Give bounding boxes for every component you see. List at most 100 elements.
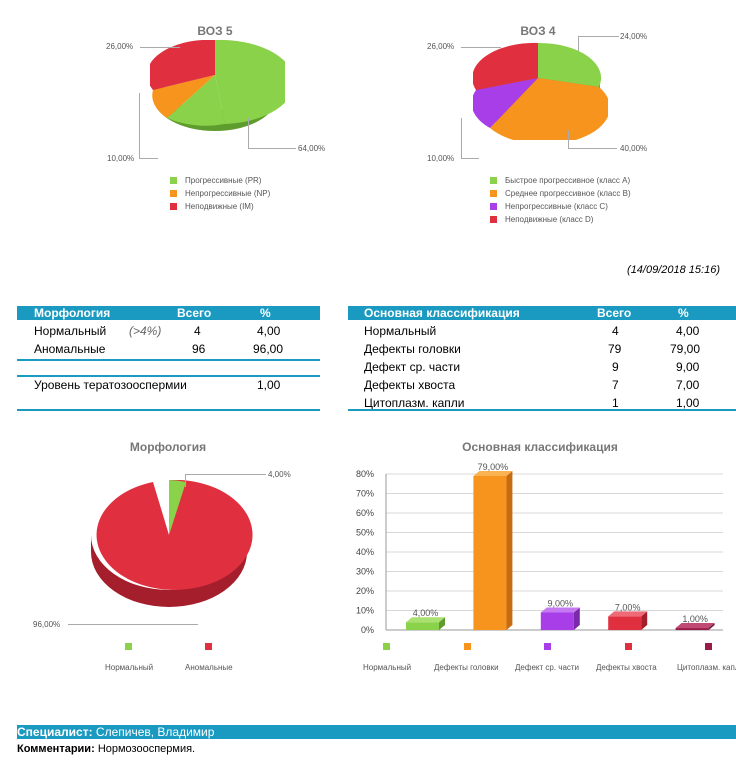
header-percent: %	[260, 306, 271, 320]
bar-chart-title: Основная классификация	[462, 440, 618, 454]
who5-label-26: 26,00%	[106, 42, 134, 51]
y-tick-label: 40%	[356, 547, 374, 557]
bar-legend-swatch	[464, 643, 471, 650]
bar-legend-label: Дефекты головки	[434, 663, 499, 672]
row-name: Цитоплазм. капли	[364, 396, 465, 410]
table-row: Дефекты головки 79 79,00	[348, 342, 736, 360]
who4-label-10: 10,00%	[427, 154, 455, 163]
data-label: 79,00%	[478, 462, 509, 472]
bar-legend-swatch	[383, 643, 390, 650]
who5-label-64: 64,00%	[298, 144, 326, 153]
row-total: 1	[612, 396, 619, 410]
bar-side	[439, 617, 445, 630]
row-pct: 96,00	[253, 342, 284, 356]
row-name: Дефекты головки	[364, 342, 461, 356]
row-pct: 9,00	[676, 360, 700, 374]
header-total: Всего	[597, 306, 632, 320]
bar-top	[608, 611, 648, 617]
bar	[608, 616, 642, 630]
who4-label-26: 26,00%	[427, 42, 455, 51]
morph-pie-title: Морфология	[129, 440, 207, 454]
specialist-value: Слепичев, Владимир	[95, 725, 215, 739]
bar-legend-swatch	[625, 643, 632, 650]
y-tick-label: 60%	[356, 508, 374, 518]
data-label: 9,00%	[548, 598, 574, 608]
classification-table: Основная классификация Всего % Нормальны…	[348, 306, 736, 416]
classification-table-header: Основная классификация Всего %	[348, 306, 736, 320]
bar	[406, 622, 439, 630]
bar-side	[506, 470, 513, 630]
who5-legend-item: Прогрессивные (PR)	[170, 176, 261, 185]
row-name: Нормальный	[34, 324, 107, 338]
bar-side	[573, 607, 580, 630]
y-tick-label: 80%	[356, 469, 374, 479]
bar-legend-swatch	[544, 643, 551, 650]
who5-pie	[150, 40, 285, 131]
morph-legend-label: Нормальный	[105, 663, 154, 672]
bar-top	[406, 617, 445, 623]
who5-legend-item: Непрогрессивные (NP)	[170, 189, 270, 198]
morph-legend-swatch-normal	[125, 643, 132, 650]
bar-chart: 0% 10% 20% 30% 40% 50% 60% 70% 80% 4,00% 79,00% 9,0…	[356, 462, 723, 635]
table-row: Дефект ср. части 9 9,00	[348, 360, 736, 378]
y-tick-label: 50%	[356, 528, 374, 538]
who4-legend-item: Непрогрессивные (класс C)	[490, 202, 608, 211]
bar-legend-label: Дефект ср. части	[515, 663, 580, 672]
bar-legend-label: Дефекты хвоста	[596, 663, 657, 672]
row-pct: 1,00	[676, 396, 700, 410]
table-row: Цитоплазм. капли 1 1,00	[348, 396, 736, 414]
bar-legend-label: Цитоплазм. капли	[677, 663, 736, 672]
bar-side	[708, 623, 715, 630]
specialist: Специалист: Слепичев, Владимир	[17, 725, 214, 740]
row-total: 7	[612, 378, 619, 392]
bar	[540, 612, 574, 630]
specialist-label: Специалист:	[17, 725, 93, 739]
table-row: Аномальные 96 96,00	[17, 342, 320, 360]
comments-label: Комментарии:	[17, 743, 95, 755]
header-classification: Основная классификация	[364, 306, 520, 320]
who5-title: ВОЗ 5	[197, 24, 233, 38]
who4-label-24: 24,00%	[620, 32, 648, 41]
bar-top	[675, 623, 715, 629]
row-name: Дефекты хвоста	[364, 378, 456, 392]
row-name: Аномальные	[34, 342, 106, 356]
y-tick-label: 0%	[361, 625, 374, 635]
y-tick-label: 20%	[356, 586, 374, 596]
y-tick-label: 70%	[356, 489, 374, 499]
who4-label-40: 40,00%	[620, 144, 648, 153]
row-name: Дефект ср. части	[364, 360, 461, 374]
data-label: 4,00%	[413, 608, 439, 618]
terato-label: Уровень тератозооспермии	[34, 378, 187, 392]
specialist-bar	[17, 725, 736, 739]
who4-pie	[473, 42, 608, 140]
timestamp: (14/09/2018 15:16)	[627, 264, 720, 276]
table-row: Нормальный (>4%) 4 4,00	[17, 324, 320, 342]
comments: Комментарии: Нормозооспермия.	[17, 743, 195, 755]
bar	[473, 475, 507, 630]
who4-legend-item: Среднее прогрессивное (класс B)	[490, 189, 631, 198]
row-pct: 79,00	[670, 342, 701, 356]
y-tick-label: 10%	[356, 606, 374, 616]
row-total: 79	[608, 342, 622, 356]
table-row: Нормальный 4 4,00	[348, 324, 736, 342]
who4-title: ВОЗ 4	[520, 24, 556, 38]
bar-legend-label: Нормальный	[363, 663, 412, 672]
bar-side	[641, 611, 648, 630]
header-total: Всего	[177, 306, 212, 320]
morph-label-96: 96,00%	[33, 620, 61, 629]
morph-pie	[91, 480, 253, 607]
morphology-table-header: Морфология Всего %	[17, 306, 320, 320]
data-label: 1,00%	[682, 614, 708, 624]
morph-legend-label: Аномальные	[185, 663, 233, 672]
bar-top	[473, 470, 513, 476]
bar	[675, 628, 709, 631]
who4-legend-item: Быстрое прогрессивное (класс A)	[490, 176, 630, 185]
morph-legend-swatch-abnormal	[205, 643, 212, 650]
who4-legend-item: Неподвижные (класс D)	[490, 215, 593, 224]
bar-top	[540, 607, 580, 613]
row-pct: 7,00	[676, 378, 700, 392]
row-name: Нормальный	[364, 324, 437, 338]
who5-legend-item: Неподвижные (IM)	[170, 202, 254, 211]
terato-row: Уровень тератозооспермии 1,00	[17, 378, 320, 396]
row-total: 4	[612, 324, 619, 338]
